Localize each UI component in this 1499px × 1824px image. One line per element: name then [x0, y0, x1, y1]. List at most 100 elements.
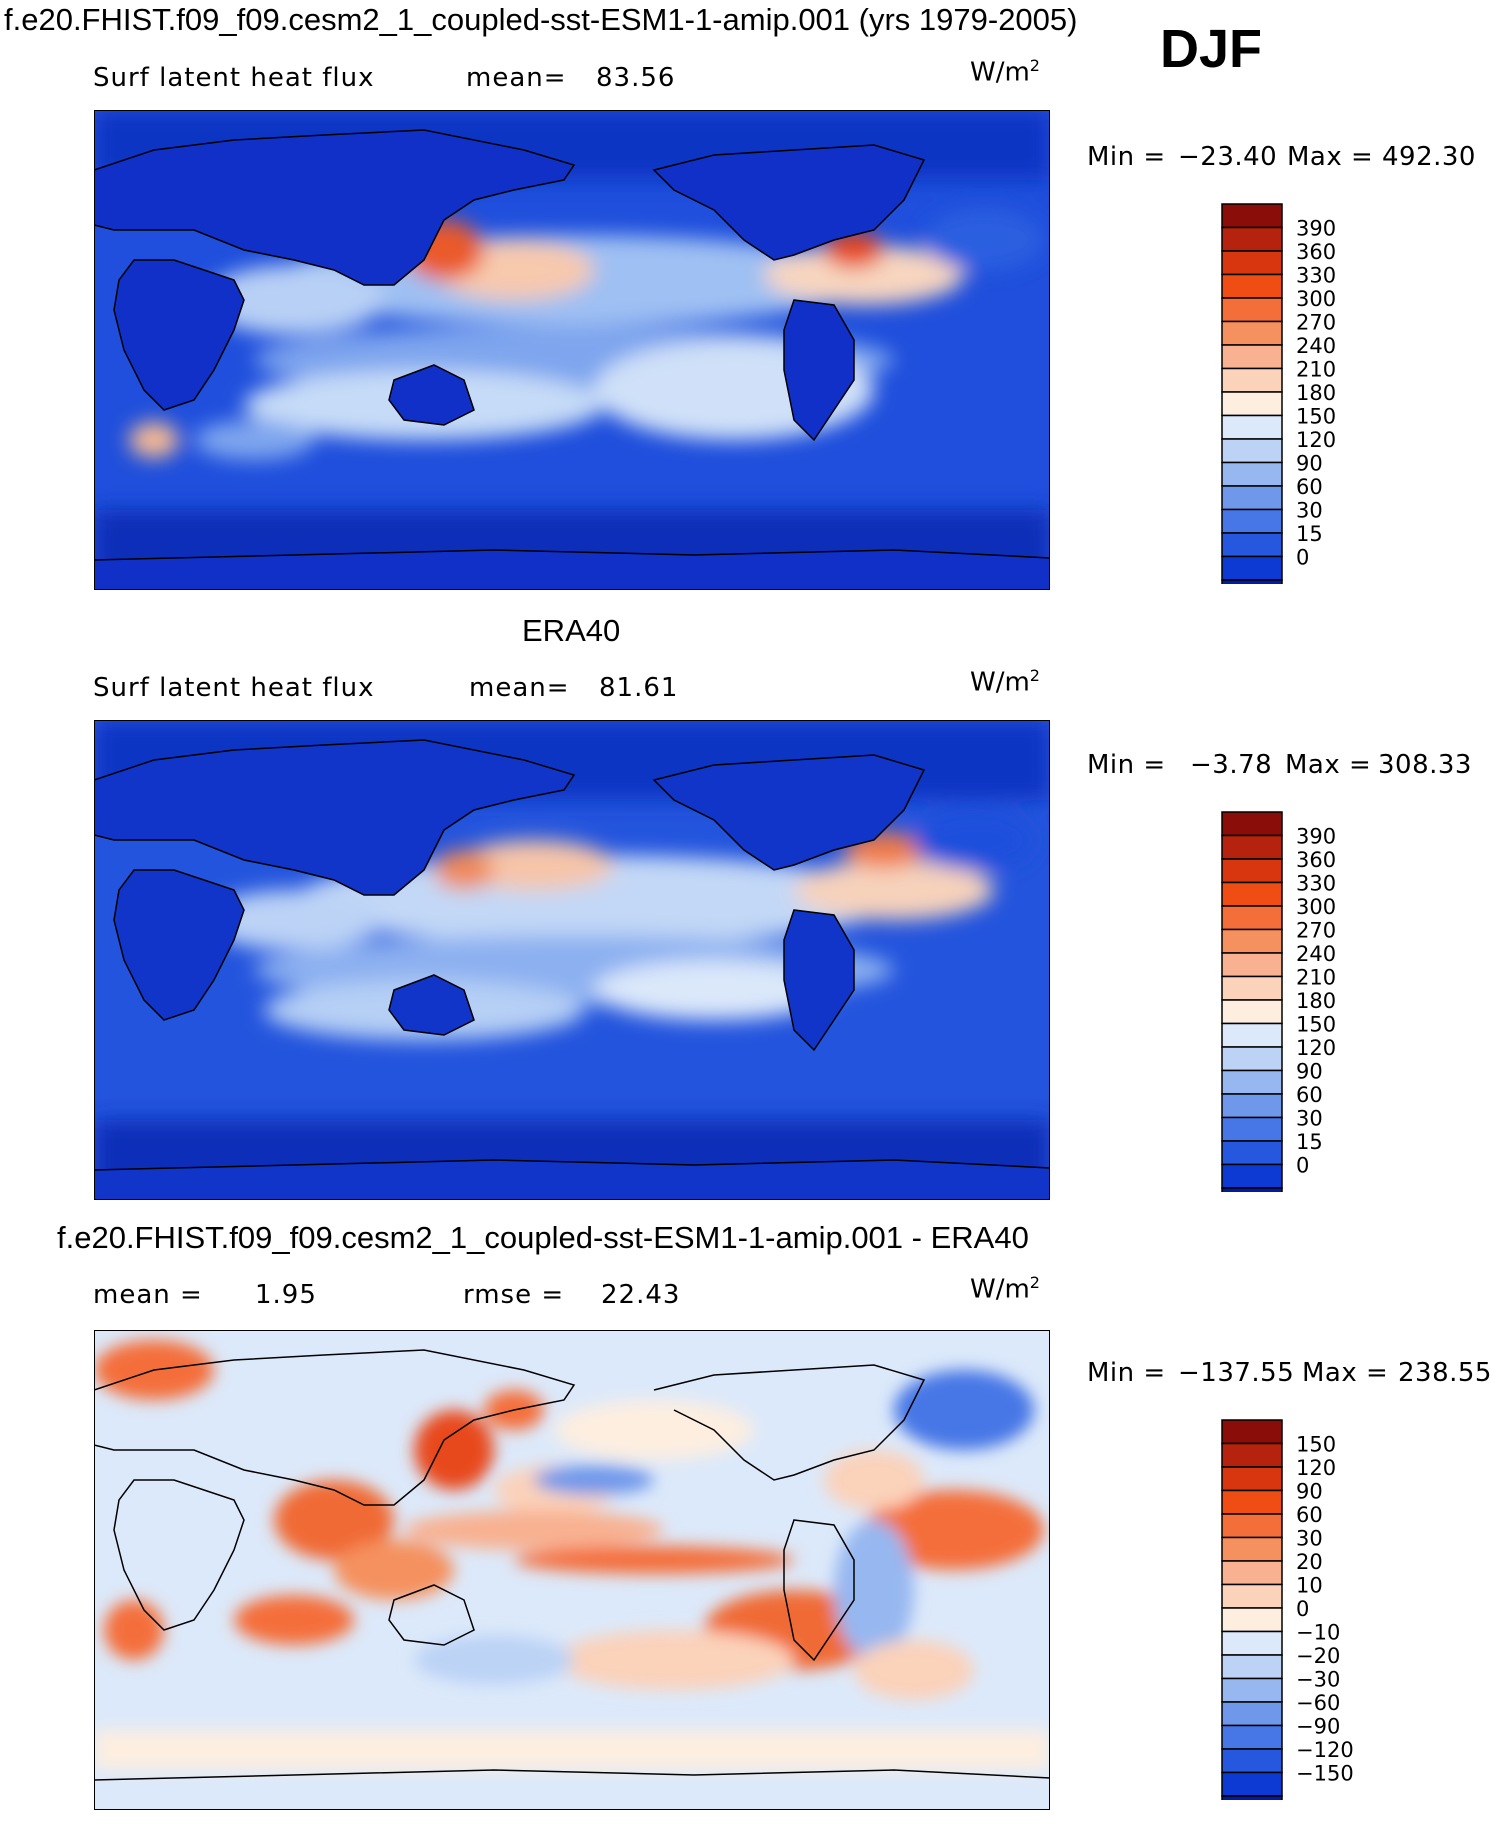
- colorbar-swatch: [1221, 273, 1283, 299]
- colorbar-tick-label: 120: [1296, 1456, 1336, 1480]
- colorbar-tick-label: 300: [1296, 895, 1336, 919]
- colorbar-swatch: [1221, 1654, 1283, 1680]
- colorbar-tick-label: 0: [1296, 1597, 1309, 1621]
- colorbar-tick-label: 30: [1296, 1107, 1323, 1131]
- colorbar-swatch: [1221, 1140, 1283, 1166]
- colorbar-swatch: [1221, 320, 1283, 346]
- panel1-map: [94, 110, 1050, 590]
- panel3-mean-label: mean =: [93, 1280, 203, 1310]
- panel2-title: ERA40: [522, 613, 621, 648]
- colorbar-tick-label: 270: [1296, 919, 1336, 943]
- colorbar-swatch: [1221, 952, 1283, 978]
- colorbar-swatch: [1221, 1442, 1283, 1468]
- colorbar-swatch: [1221, 438, 1283, 464]
- colorbar-tick-label: 15: [1296, 1130, 1323, 1154]
- colorbar-swatch: [1221, 1419, 1283, 1445]
- colorbar-swatch: [1221, 555, 1283, 581]
- panel2-mean-label: mean=: [469, 673, 570, 703]
- colorbar-swatch: [1221, 999, 1283, 1025]
- colorbar-swatch: [1221, 532, 1283, 558]
- panel2-mean-value: 81.61: [599, 673, 679, 703]
- colorbar-swatch: [1221, 226, 1283, 252]
- colorbar-tick-label: 30: [1296, 1527, 1323, 1551]
- colorbar-tick-label: 10: [1296, 1574, 1323, 1598]
- colorbar-swatch: [1221, 485, 1283, 511]
- panel3-min-label: Min =: [1087, 1358, 1166, 1388]
- colorbar-swatch: [1221, 1771, 1283, 1797]
- colorbar-tick-label: 15: [1296, 522, 1323, 546]
- colorbar-tick-label: 30: [1296, 499, 1323, 523]
- panel3-max-label: Max =: [1302, 1358, 1389, 1388]
- colorbar-tick-label: 210: [1296, 966, 1336, 990]
- panel1-units: W/m2: [970, 56, 1040, 88]
- panel3-units: W/m2: [970, 1273, 1040, 1305]
- panel3-rmse-label: rmse =: [463, 1280, 565, 1310]
- colorbar-swatch: [1221, 203, 1283, 229]
- season-label: DJF: [1160, 19, 1263, 79]
- figure-title: f.e20.FHIST.f09_f09.cesm2_1_coupled-sst-…: [4, 2, 1078, 37]
- colorbar-tick-label: 60: [1296, 1083, 1323, 1107]
- panel1-variable-label: Surf latent heat flux: [93, 63, 375, 93]
- colorbar-swatch: [1221, 367, 1283, 393]
- colorbar-swatch: [1221, 905, 1283, 931]
- colorbar-tick-label: 60: [1296, 475, 1323, 499]
- colorbar-swatch: [1221, 461, 1283, 487]
- panel2-max-label: Max =: [1285, 750, 1372, 780]
- colorbar-swatch: [1221, 834, 1283, 860]
- colorbar-swatch: [1221, 1536, 1283, 1562]
- colorbar-swatch: [1221, 1022, 1283, 1048]
- colorbar-swatch: [1221, 344, 1283, 370]
- panel2-max-value: 308.33: [1378, 750, 1472, 780]
- panel3-mean-value: 1.95: [255, 1280, 317, 1310]
- colorbar-tick-label: −10: [1296, 1621, 1340, 1645]
- colorbar-swatch: [1221, 1163, 1283, 1189]
- colorbar-tick-label: 180: [1296, 381, 1336, 405]
- colorbar-tick-label: 240: [1296, 334, 1336, 358]
- panel3-title: f.e20.FHIST.f09_f09.cesm2_1_coupled-sst-…: [57, 1220, 1029, 1255]
- panel2-min-value: −3.78: [1190, 750, 1273, 780]
- colorbar-tick-label: 20: [1296, 1550, 1323, 1574]
- colorbar-swatch: [1221, 1630, 1283, 1656]
- colorbar-tick-label: 90: [1296, 1060, 1323, 1084]
- colorbar-swatch: [1221, 881, 1283, 907]
- colorbar-tick-label: 360: [1296, 848, 1336, 872]
- colorbar-swatch: [1221, 1583, 1283, 1609]
- colorbar-swatch: [1221, 928, 1283, 954]
- colorbar-swatch: [1221, 1748, 1283, 1774]
- panel3-map: [94, 1330, 1050, 1810]
- colorbar-swatch: [1221, 579, 1283, 584]
- colorbar-swatch: [1221, 1069, 1283, 1095]
- colorbar-swatch: [1221, 1093, 1283, 1119]
- colorbar-tick-label: −60: [1296, 1691, 1340, 1715]
- colorbar-tick-label: 120: [1296, 1036, 1336, 1060]
- colorbar-tick-label: 150: [1296, 1433, 1336, 1457]
- panel2-min-label: Min =: [1087, 750, 1166, 780]
- panel2-units: W/m2: [970, 666, 1040, 698]
- panel1-max-label: Max =: [1287, 142, 1374, 172]
- colorbar-tick-label: 150: [1296, 405, 1336, 429]
- colorbar-tick-label: 120: [1296, 428, 1336, 452]
- colorbar-swatch: [1221, 1466, 1283, 1492]
- colorbar-swatch: [1221, 975, 1283, 1001]
- colorbar-swatch: [1221, 1187, 1283, 1192]
- colorbar-tick-label: 300: [1296, 287, 1336, 311]
- colorbar-swatch: [1221, 1560, 1283, 1586]
- colorbar-swatch: [1221, 250, 1283, 276]
- colorbar-tick-label: −120: [1296, 1738, 1354, 1762]
- colorbar-tick-label: 180: [1296, 989, 1336, 1013]
- colorbar-swatch: [1221, 858, 1283, 884]
- colorbar-tick-label: 210: [1296, 358, 1336, 382]
- colorbar-swatch: [1221, 1513, 1283, 1539]
- panel2-map: [94, 720, 1050, 1200]
- colorbar-tick-label: 330: [1296, 264, 1336, 288]
- colorbar-swatch: [1221, 1724, 1283, 1750]
- colorbar-tick-label: 270: [1296, 311, 1336, 335]
- colorbar-tick-label: 0: [1296, 546, 1309, 570]
- panel3-min-value: −137.55: [1178, 1358, 1295, 1388]
- colorbar-tick-label: 90: [1296, 452, 1323, 476]
- colorbar-swatch: [1221, 1677, 1283, 1703]
- panel1-mean-label: mean=: [466, 63, 567, 93]
- colorbar-swatch: [1221, 1795, 1283, 1800]
